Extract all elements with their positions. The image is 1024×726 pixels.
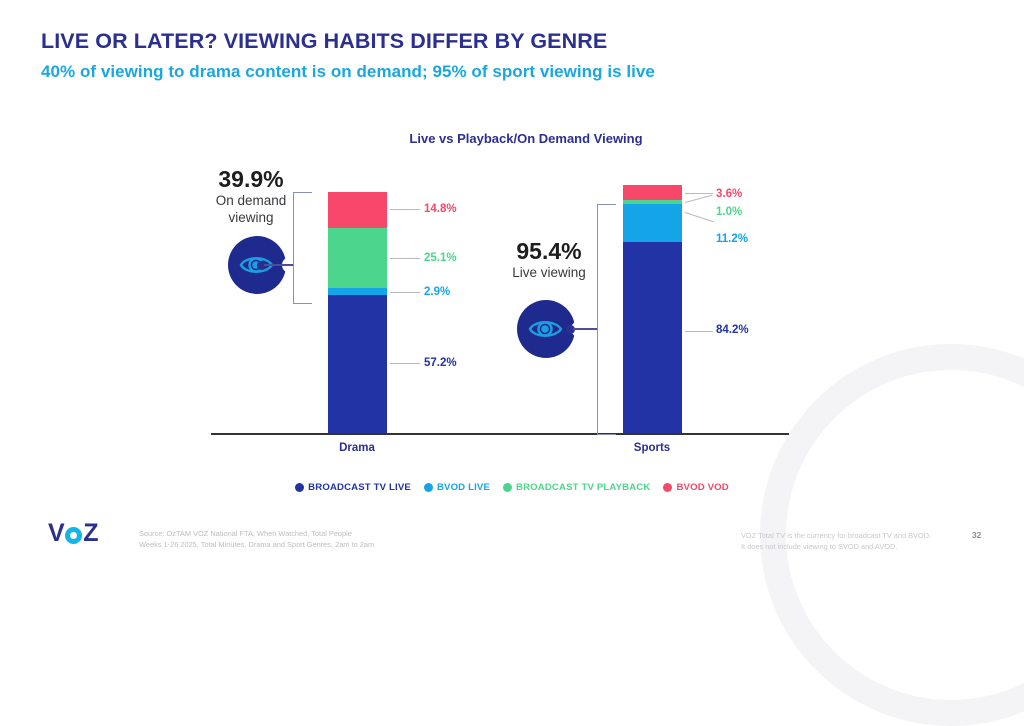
page-number: 32 bbox=[972, 530, 982, 540]
disclaimer-note-line1: VOZ Total TV is the currency for broadca… bbox=[741, 531, 932, 540]
value-label-sports-bvod-vod: 3.6% bbox=[716, 188, 743, 200]
chart-legend: BROADCAST TV LIVE BVOD LIVE BROADCAST TV… bbox=[0, 482, 1024, 493]
bracket-sports bbox=[597, 204, 616, 435]
legend-label: BVOD VOD bbox=[676, 482, 729, 493]
bracket-drama bbox=[293, 192, 312, 304]
value-label-sports-bvod-live: 11.2% bbox=[716, 233, 748, 245]
disclaimer-note: VOZ Total TV is the currency for broadca… bbox=[741, 530, 931, 552]
legend-item-bvod-vod[interactable]: BVOD VOD bbox=[663, 482, 729, 493]
eye-icon-drama bbox=[227, 233, 291, 297]
legend-swatch-icon bbox=[295, 483, 305, 492]
callout-caption-drama: On demand viewing bbox=[196, 192, 306, 226]
bar-segment-drama-bvod-live bbox=[328, 288, 387, 296]
voz-logo: V Z bbox=[48, 521, 98, 546]
slide: LIVE OR LATER? VIEWING HABITS DIFFER BY … bbox=[0, 29, 1024, 726]
connector-stem-sports bbox=[573, 328, 598, 330]
leader-line-sports-bvod-vod bbox=[685, 193, 713, 194]
legend-item-bvod-live[interactable]: BVOD LIVE bbox=[423, 482, 490, 493]
source-note-line1: Source: OzTAM VOZ National FTA, When Wat… bbox=[139, 529, 352, 538]
source-note-line2: Weeks 1-26 2025, Total Minutes, Drama an… bbox=[139, 540, 375, 549]
legend-swatch-icon bbox=[663, 483, 673, 492]
connector-stem-drama bbox=[264, 264, 294, 266]
bar-sports[interactable] bbox=[623, 185, 682, 433]
legend-item-broadcast-tv-playback[interactable]: BROADCAST TV PLAYBACK bbox=[503, 482, 650, 493]
callout-caption-sports-line1: Live viewing bbox=[512, 265, 586, 280]
leader-line-sports-broadcast-tv-live bbox=[685, 331, 713, 332]
leader-line-sports-bvod-live bbox=[684, 212, 714, 223]
leader-line-sports-broadcast-tv-playback bbox=[684, 194, 713, 203]
chart-title-text: Live vs Playback/On Demand Viewing bbox=[409, 131, 643, 146]
eye-icon-sports bbox=[516, 297, 580, 361]
source-note: Source: OzTAM VOZ National FTA, When Wat… bbox=[139, 528, 374, 550]
chart-baseline-axis bbox=[211, 433, 789, 435]
callout-caption-drama-line1: On demand bbox=[215, 193, 287, 208]
legend-swatch-icon bbox=[503, 483, 512, 492]
bar-segment-drama-broadcast-tv-playback bbox=[328, 227, 387, 289]
leader-line-drama-broadcast-tv-live bbox=[390, 363, 420, 364]
value-label-sports-broadcast-tv-live: 84.2% bbox=[716, 324, 749, 336]
connector-dot-drama bbox=[257, 260, 266, 270]
bar-segment-sports-broadcast-tv-live bbox=[623, 242, 682, 433]
legend-swatch-icon bbox=[423, 483, 433, 492]
bar-segment-drama-broadcast-tv-live bbox=[328, 295, 387, 433]
value-label-sports-broadcast-tv-playback: 1.0% bbox=[716, 206, 743, 218]
logo-letter-z: Z bbox=[83, 519, 98, 547]
legend-label: BROADCAST TV PLAYBACK bbox=[516, 482, 651, 493]
logo-letter-v: V bbox=[48, 519, 65, 547]
callout-caption-drama-line2: viewing bbox=[228, 210, 274, 225]
page-title: LIVE OR LATER? VIEWING HABITS DIFFER BY … bbox=[41, 29, 608, 53]
callout-value-sports: 95.4% bbox=[516, 238, 582, 264]
leader-line-drama-bvod-live bbox=[390, 292, 420, 293]
bar-segment-drama-bvod-vod bbox=[328, 192, 387, 228]
category-label-drama: Drama bbox=[339, 442, 375, 454]
page-subtitle: 40% of viewing to drama content is on de… bbox=[41, 62, 655, 81]
bar-segment-sports-bvod-vod bbox=[623, 185, 682, 200]
callout-caption-sports: Live viewing bbox=[489, 264, 609, 281]
legend-label: BVOD LIVE bbox=[436, 482, 490, 493]
disclaimer-note-line2: It does not include viewing to SVOD and … bbox=[741, 542, 898, 551]
legend-item-broadcast-tv-live[interactable]: BROADCAST TV LIVE bbox=[295, 482, 411, 493]
leader-line-drama-broadcast-tv-playback bbox=[390, 258, 420, 259]
value-label-drama-broadcast-tv-playback: 25.1% bbox=[424, 252, 457, 264]
callout-value-drama: 39.9% bbox=[218, 166, 284, 192]
leader-line-drama-bvod-vod bbox=[390, 209, 420, 210]
bar-segment-sports-bvod-live bbox=[623, 204, 682, 243]
logo-ring-icon bbox=[65, 527, 83, 544]
value-label-drama-bvod-live: 2.9% bbox=[424, 286, 451, 298]
chart-title: Live vs Playback/On Demand Viewing bbox=[0, 131, 1024, 146]
bar-drama[interactable] bbox=[328, 192, 387, 433]
value-label-drama-bvod-vod: 14.8% bbox=[424, 203, 457, 215]
bar-segment-sports-broadcast-tv-playback bbox=[623, 200, 682, 205]
legend-label: BROADCAST TV LIVE bbox=[308, 482, 411, 493]
category-label-sports: Sports bbox=[633, 442, 671, 454]
value-label-drama-broadcast-tv-live: 57.2% bbox=[424, 357, 457, 369]
connector-dot-sports bbox=[566, 324, 575, 334]
